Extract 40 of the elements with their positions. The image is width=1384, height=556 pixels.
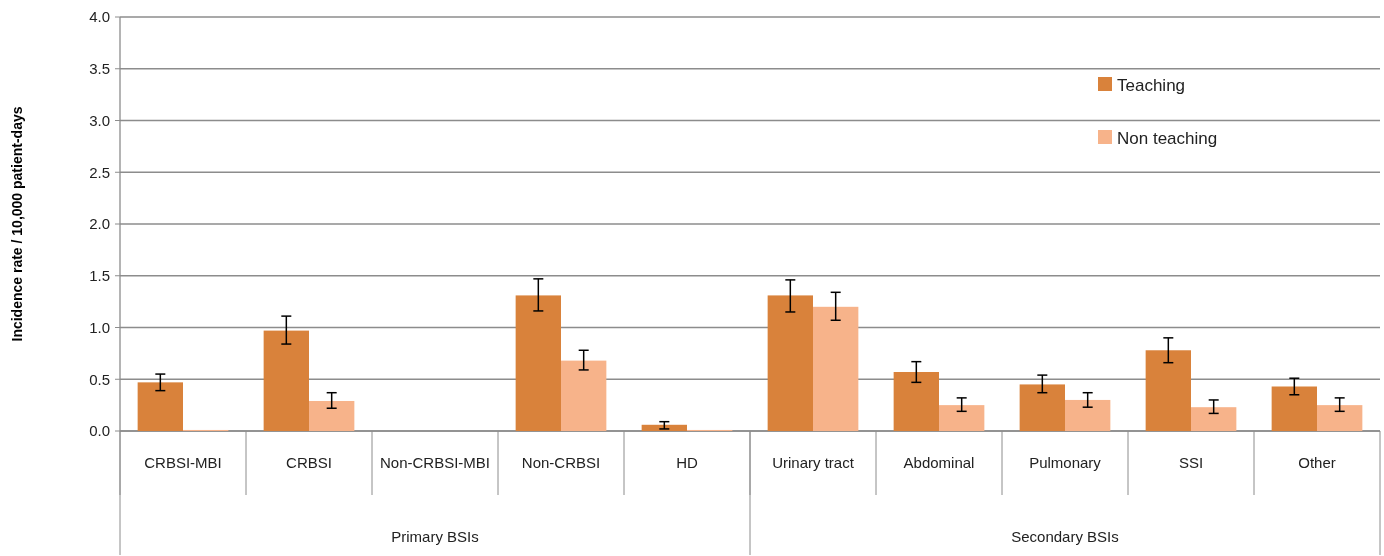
x-tick-label: HD: [676, 454, 698, 471]
x-tick-label: Abdominal: [903, 454, 975, 471]
bar: [1145, 350, 1191, 431]
y-tick-label: 3.5: [89, 60, 110, 77]
text: Secondary BSIs: [1011, 528, 1119, 545]
bar: [309, 400, 355, 431]
bar: [1019, 384, 1065, 431]
x-tick-label: CRBSI-MBI: [144, 454, 222, 471]
y-tick-label: 4.0: [89, 8, 110, 26]
bar: [515, 295, 561, 431]
bar: [1191, 407, 1237, 431]
bar: [1065, 399, 1111, 431]
bar: [939, 405, 985, 431]
x-tick-label: Pulmonary: [1029, 454, 1102, 471]
legend-label: Teaching: [1117, 75, 1186, 95]
x-tick-label: Non-CRBSI-MBI: [379, 454, 491, 471]
bar: [767, 295, 813, 431]
bar: [1271, 386, 1317, 431]
bar: [561, 360, 607, 431]
y-tick-label: 2.0: [89, 215, 110, 233]
bar: [263, 330, 309, 431]
y-tick-label: 1.5: [89, 267, 110, 284]
x-tick-label: Other: [1298, 454, 1336, 471]
bar: [893, 372, 939, 431]
bar: [641, 424, 687, 431]
bar: [813, 306, 859, 431]
x-tick-label: CRBSI: [286, 454, 332, 471]
bar: [137, 382, 183, 431]
x-tick-label: Urinary tract: [772, 454, 855, 471]
text: Primary BSIs: [391, 528, 479, 545]
y-tick-label: 2.5: [89, 163, 110, 181]
y-tick-label: 3.0: [89, 111, 110, 129]
y-axis-title: Incidence rate / 10,000 patient-days: [9, 106, 25, 342]
bar: [1317, 405, 1363, 431]
y-tick-label: 1.0: [89, 318, 110, 336]
y-tick-label: 0.5: [89, 370, 110, 388]
x-tick-label: Non-CRBSI: [521, 454, 601, 471]
y-tick-label: 0.0: [89, 422, 110, 440]
legend-label: Non teaching: [1117, 128, 1218, 148]
x-tick-label: SSI: [1178, 454, 1204, 471]
